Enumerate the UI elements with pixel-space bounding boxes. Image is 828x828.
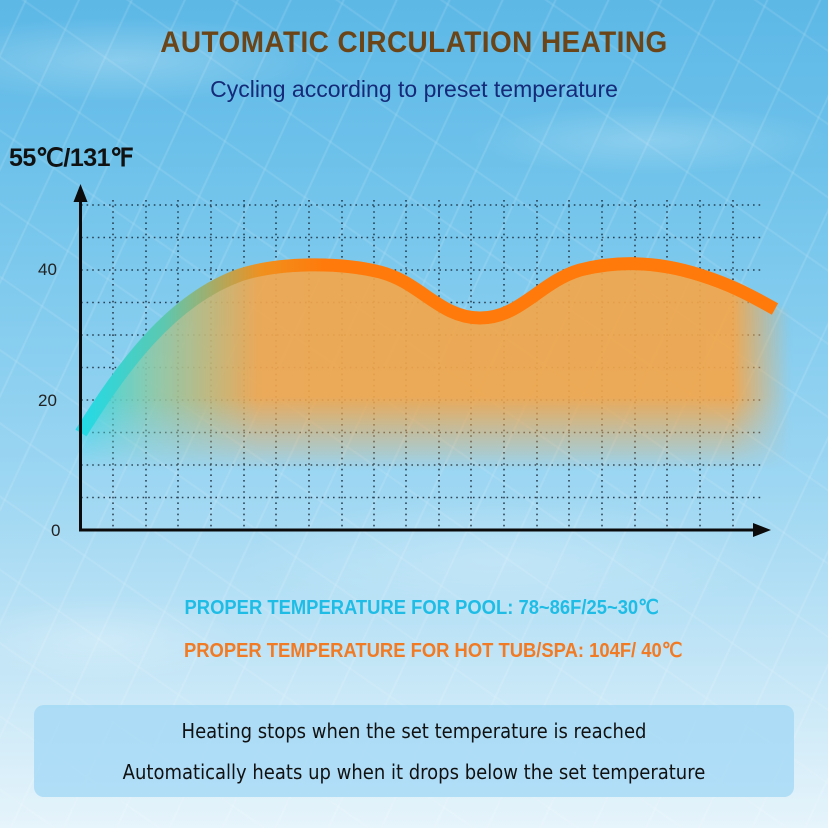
info-box: Heating stops when the set temperature i… bbox=[34, 705, 794, 797]
legend-pool-temperature: PROPER TEMPERATURE FOR POOL: 78~86F/25~3… bbox=[184, 597, 659, 619]
y-tick-20: 20 bbox=[38, 391, 57, 410]
temperature-chart bbox=[73, 184, 790, 537]
legend-spa-temperature: PROPER TEMPERATURE FOR HOT TUB/SPA: 104F… bbox=[183, 640, 683, 662]
temperature-curve bbox=[75, 257, 779, 437]
curve-fill-area bbox=[81, 263, 790, 470]
chart-axes bbox=[73, 184, 771, 537]
y-tick-0: 0 bbox=[51, 521, 61, 540]
y-tick-40: 40 bbox=[38, 260, 57, 279]
info-line-heating-stops: Heating stops when the set temperature i… bbox=[181, 719, 647, 743]
y-axis-max-label: 55℃/131℉ bbox=[9, 144, 134, 172]
page-title: AUTOMATIC CIRCULATION HEATING bbox=[160, 26, 668, 59]
info-line-auto-heats: Automatically heats up when it drops bel… bbox=[122, 760, 706, 784]
page-subtitle: Cycling according to preset temperature bbox=[210, 76, 618, 102]
